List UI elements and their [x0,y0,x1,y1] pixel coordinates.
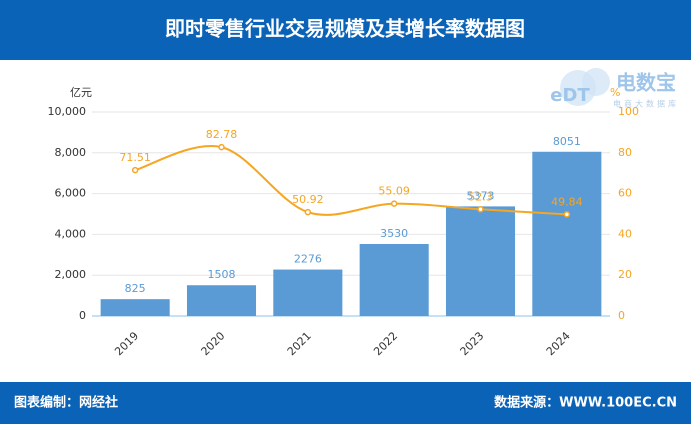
bar-value-label: 825 [125,282,146,295]
y-tick-label: 6,000 [55,187,87,200]
bar [273,269,343,316]
y-tick-label: 8,000 [55,146,87,159]
bar [359,243,429,316]
y-tick-label: 2,000 [55,268,87,281]
line-value-label: 82.78 [206,128,238,141]
bar-value-label: 5373 [467,189,495,202]
line-value-label: 71.51 [119,151,151,164]
title: 即时零售行业交易规模及其增长率数据图 [165,17,525,41]
y2-tick-label: 80 [618,146,632,159]
line [134,144,567,216]
y2-tick-label: 40 [618,227,632,240]
logo-cloud [582,68,610,96]
header-bar [0,0,691,60]
bar [532,151,602,316]
footer-bar [0,382,691,424]
line-value-label: 52.3 [468,190,493,203]
line-point [563,211,571,218]
bar-value-label: 2276 [294,253,322,266]
line-value-label: 50.92 [292,193,324,206]
logo-tagline: 电商大数据库 [613,99,679,109]
footer-left: 图表编制：网经社 [14,395,118,411]
footer-right: 数据来源：WWW.100EC.CN [494,395,677,411]
y2-tick-label: 60 [618,187,632,200]
line-value-label: 55.09 [378,185,410,198]
y-axis-label: 亿元 [70,86,92,99]
y-tick-label: 0 [79,309,86,322]
line-point [304,208,312,216]
y2-axis-label: % [610,86,620,99]
line-point [131,166,139,174]
y2-tick-label: 100 [618,105,639,118]
line-point [218,143,225,151]
logo-name: 电数宝 [616,71,676,95]
bar-value-label: 3530 [380,227,408,240]
y2-tick-label: 20 [618,268,632,281]
line-point [390,200,398,207]
y-tick-label: 4,000 [55,227,87,240]
line-value-label: 49.84 [551,195,583,208]
bar [186,285,257,316]
logo-brand: eDT [550,85,590,106]
bar-value-label: 1508 [208,268,236,281]
y-tick-label: 10,000 [48,105,87,118]
line-point [477,206,484,213]
bar [445,206,516,316]
bar-value-label: 8051 [553,135,581,148]
bar [100,299,170,316]
y2-tick-label: 0 [618,309,625,322]
